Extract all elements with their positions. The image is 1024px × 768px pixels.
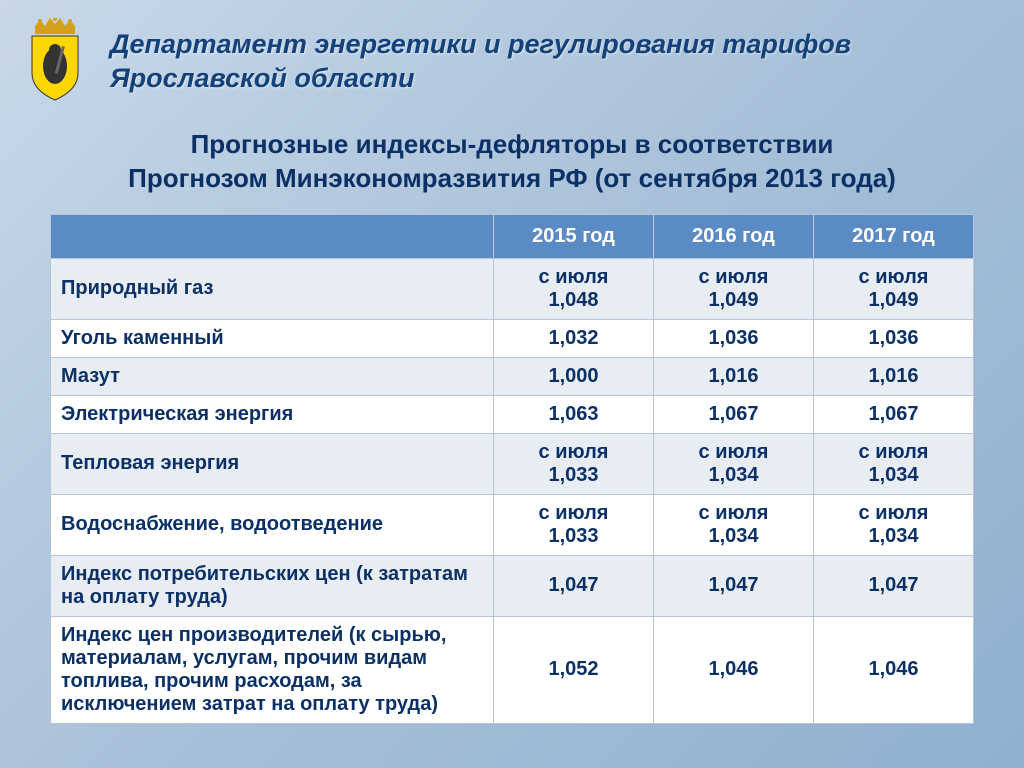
- table-container: 2015 год 2016 год 2017 год Природный газ…: [50, 214, 974, 724]
- table-row: Природный газс июля1,048с июля1,049с июл…: [51, 258, 974, 319]
- row-value: 1,067: [654, 395, 814, 433]
- row-label: Индекс цен производителей (к сырью, мате…: [51, 616, 494, 723]
- page-title: Департамент энергетики и регулирования т…: [110, 18, 851, 96]
- row-value: 1,067: [814, 395, 974, 433]
- row-value: с июля1,033: [494, 433, 654, 494]
- subtitle-line-2: Прогнозом Минэкономразвития РФ (от сентя…: [128, 163, 896, 193]
- col-header-2017: 2017 год: [814, 214, 974, 258]
- table-row: Мазут1,0001,0161,016: [51, 357, 974, 395]
- row-label: Индекс потребительских цен (к затратам н…: [51, 555, 494, 616]
- title-line-1: Департамент энергетики и регулирования т…: [110, 29, 851, 59]
- row-label: Уголь каменный: [51, 319, 494, 357]
- coat-of-arms-icon: [20, 18, 90, 103]
- row-value: 1,016: [814, 357, 974, 395]
- subtitle: Прогнозные индексы-дефляторы в соответст…: [40, 128, 984, 196]
- row-value: 1,036: [814, 319, 974, 357]
- row-value: 1,047: [654, 555, 814, 616]
- col-header-2016: 2016 год: [654, 214, 814, 258]
- table-row: Индекс цен производителей (к сырью, мате…: [51, 616, 974, 723]
- table-row: Индекс потребительских цен (к затратам н…: [51, 555, 974, 616]
- table-row: Уголь каменный1,0321,0361,036: [51, 319, 974, 357]
- col-header-2015: 2015 год: [494, 214, 654, 258]
- row-value: с июля1,033: [494, 494, 654, 555]
- row-label: Природный газ: [51, 258, 494, 319]
- row-value: 1,052: [494, 616, 654, 723]
- row-value: с июля1,049: [654, 258, 814, 319]
- title-line-2: Ярославской области: [110, 63, 415, 93]
- table-row: Электрическая энергия1,0631,0671,067: [51, 395, 974, 433]
- row-value: 1,047: [494, 555, 654, 616]
- row-value: 1,046: [654, 616, 814, 723]
- row-value: с июля1,049: [814, 258, 974, 319]
- row-value: 1,036: [654, 319, 814, 357]
- table-row: Водоснабжение, водоотведениес июля1,033с…: [51, 494, 974, 555]
- col-header-empty: [51, 214, 494, 258]
- row-label: Электрическая энергия: [51, 395, 494, 433]
- row-value: с июля1,034: [814, 494, 974, 555]
- row-value: 1,046: [814, 616, 974, 723]
- row-value: 1,063: [494, 395, 654, 433]
- row-value: с июля1,034: [814, 433, 974, 494]
- row-value: 1,032: [494, 319, 654, 357]
- row-value: 1,000: [494, 357, 654, 395]
- table-row: Тепловая энергияс июля1,033с июля1,034с …: [51, 433, 974, 494]
- row-value: с июля1,048: [494, 258, 654, 319]
- row-label: Тепловая энергия: [51, 433, 494, 494]
- deflator-table: 2015 год 2016 год 2017 год Природный газ…: [50, 214, 974, 724]
- row-value: 1,016: [654, 357, 814, 395]
- row-value: 1,047: [814, 555, 974, 616]
- row-value: с июля1,034: [654, 433, 814, 494]
- row-label: Водоснабжение, водоотведение: [51, 494, 494, 555]
- row-value: с июля1,034: [654, 494, 814, 555]
- header: Департамент энергетики и регулирования т…: [0, 0, 1024, 113]
- table-header-row: 2015 год 2016 год 2017 год: [51, 214, 974, 258]
- row-label: Мазут: [51, 357, 494, 395]
- subtitle-line-1: Прогнозные индексы-дефляторы в соответст…: [191, 129, 834, 159]
